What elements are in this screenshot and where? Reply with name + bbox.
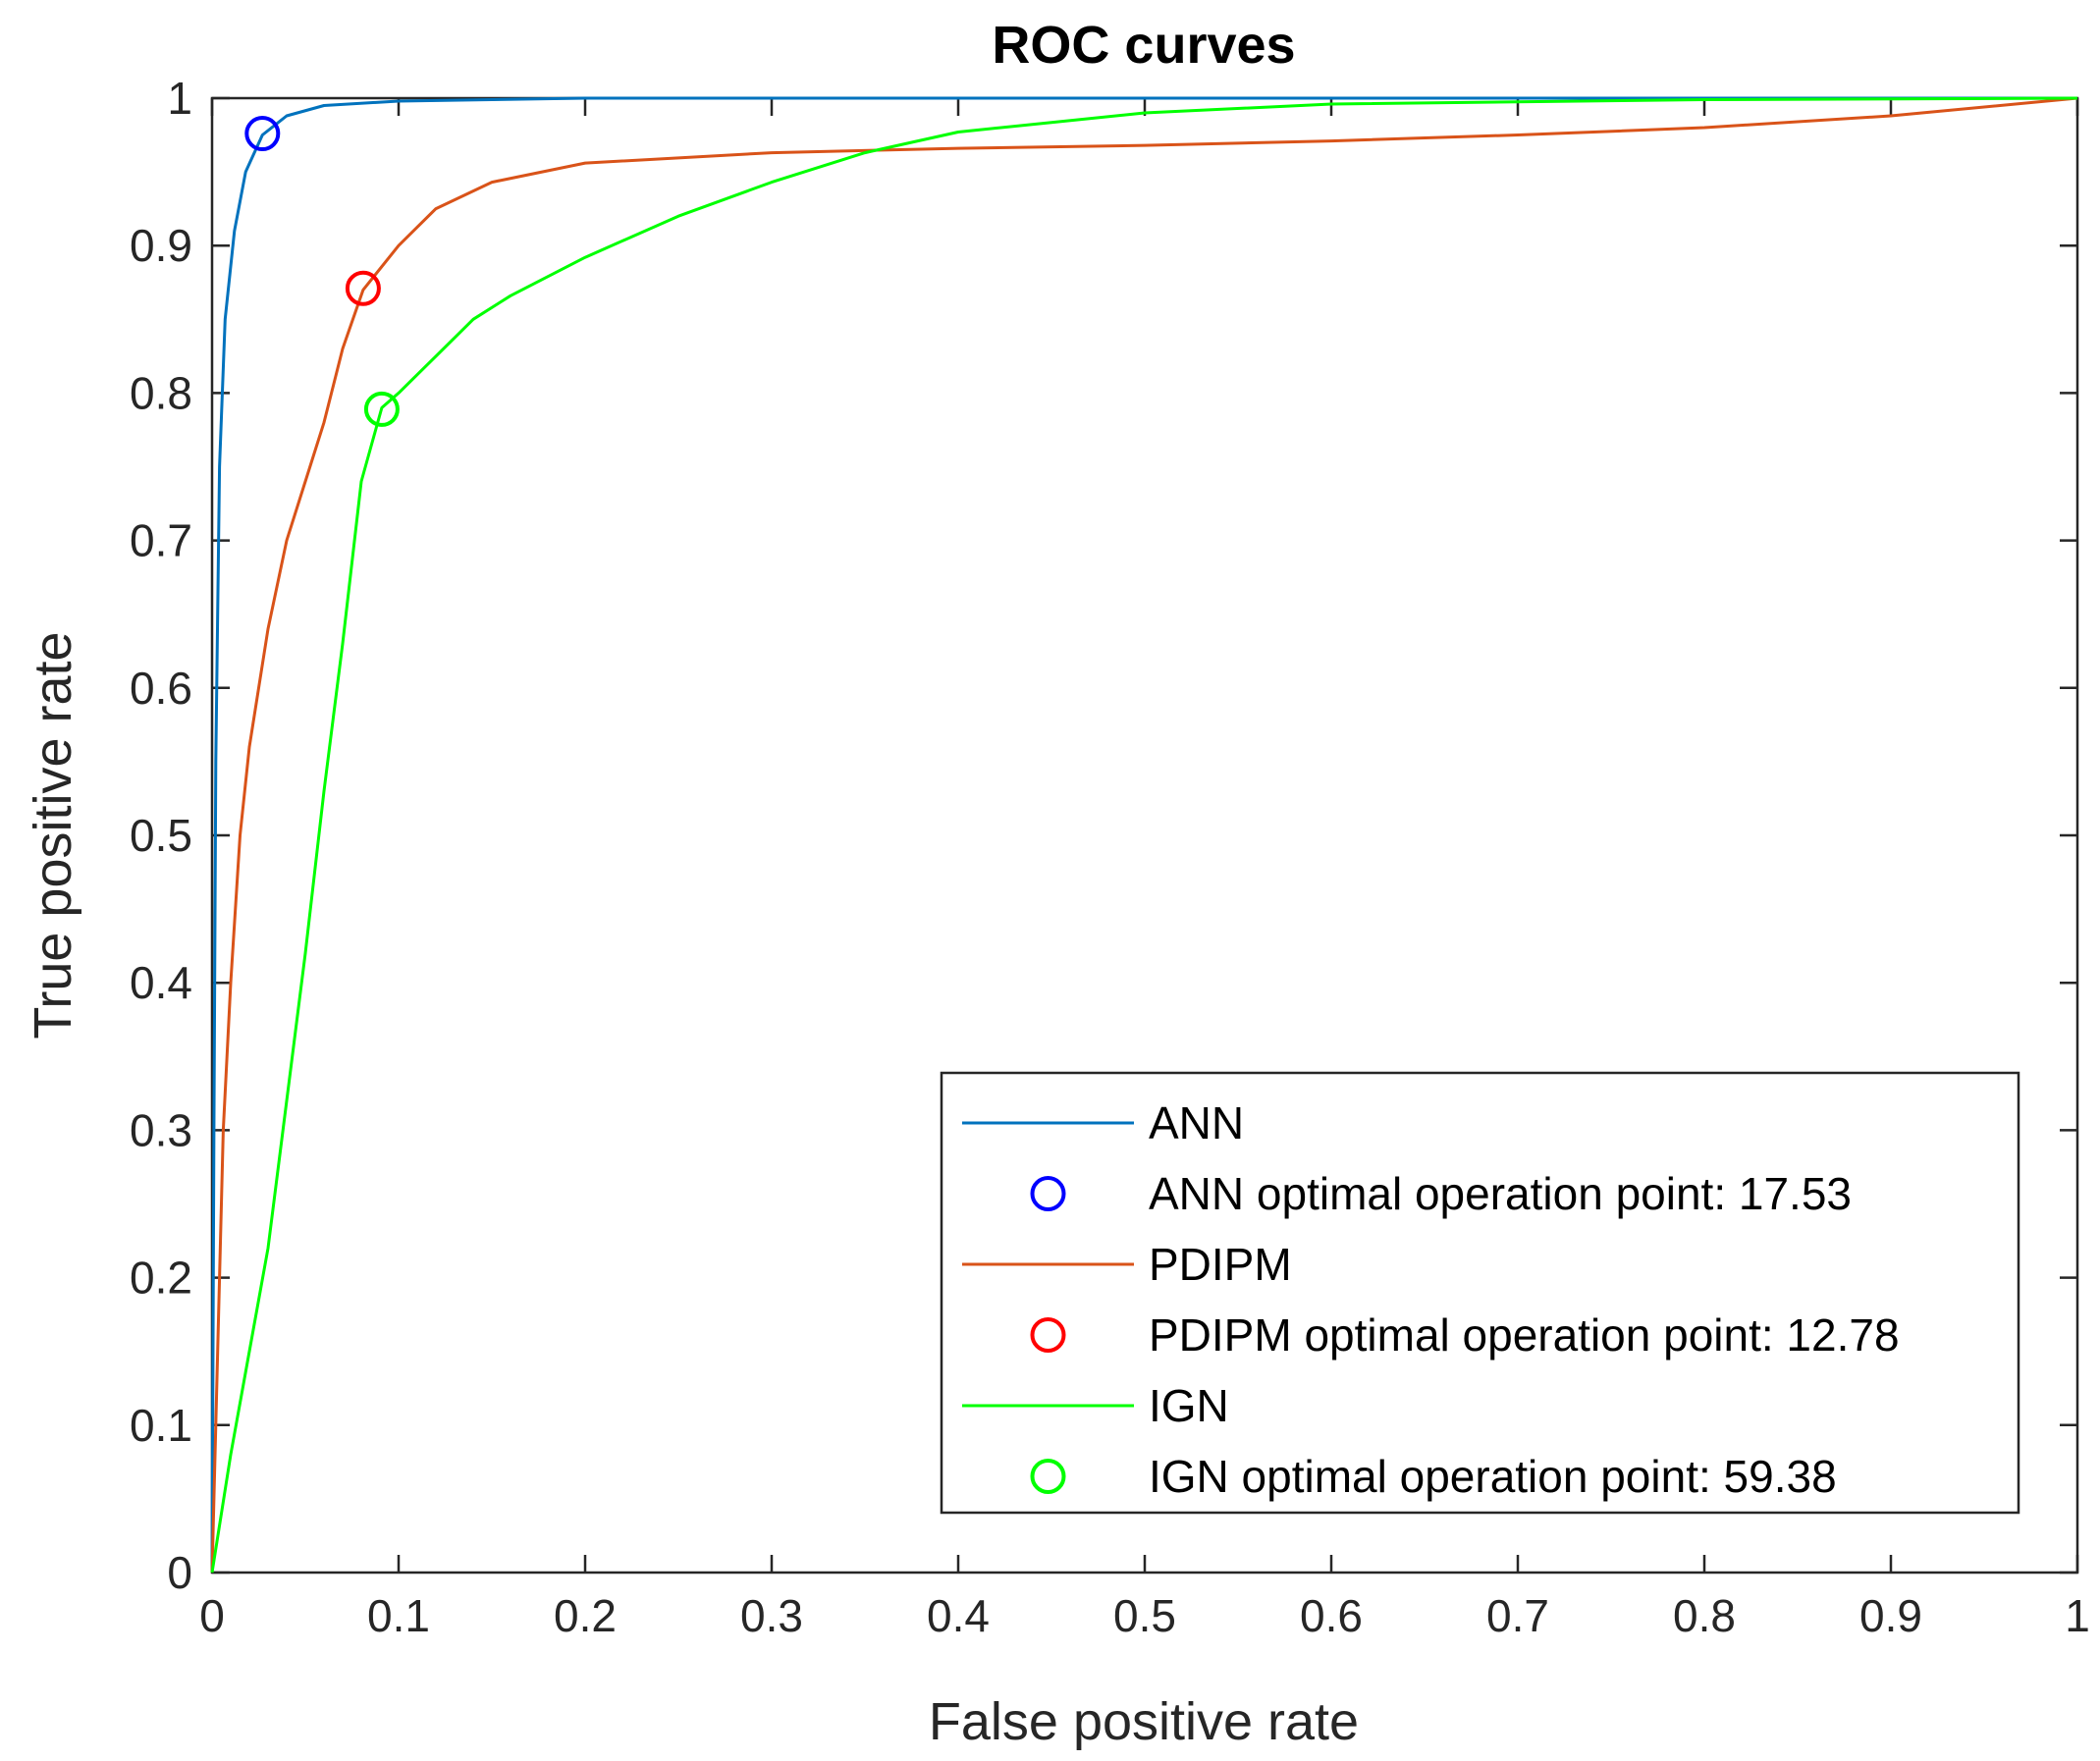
series-line-ign: [210, 96, 2078, 1574]
x-axis-title: False positive rate: [929, 1692, 1359, 1751]
y-tick-label: 0.4: [130, 957, 192, 1008]
legend-label: ANN: [1149, 1097, 1244, 1148]
x-tick-label: 0.6: [1300, 1590, 1363, 1641]
y-tick-label: 0.1: [130, 1400, 192, 1451]
y-tick-label: 0: [167, 1547, 192, 1598]
x-tick-label: 0.1: [367, 1590, 430, 1641]
y-axis-ticks: 0 0.1 0.2 0.3 0.4 0.5 0.6 0.7 0.8 0.9 1: [130, 73, 2077, 1598]
x-tick-label: 0.9: [1859, 1590, 1922, 1641]
legend-marker-swatch: [1030, 1317, 1066, 1353]
y-tick-label: 0.3: [130, 1104, 192, 1155]
chart-title: ROC curves: [992, 16, 1295, 75]
optimal-point-marker-3: [345, 270, 381, 306]
legend-label: IGN: [1149, 1380, 1229, 1431]
x-tick-label: 0.4: [927, 1590, 990, 1641]
x-tick-label: 0: [199, 1590, 225, 1641]
y-tick-label: 0.6: [130, 663, 192, 714]
legend-box: [940, 1071, 2020, 1515]
x-tick-label: 0.7: [1486, 1590, 1549, 1641]
legend-label: IGN optimal operation point: 59.38: [1149, 1451, 1837, 1502]
y-tick-label: 0.7: [130, 515, 192, 566]
x-axis-ticks: 0 0.1 0.2 0.3 0.4 0.5 0.6 0.7 0.8 0.9 1: [199, 98, 2090, 1641]
optimal-point-marker-5: [363, 391, 400, 427]
x-tick-label: 0.3: [740, 1590, 803, 1641]
x-tick-label: 0.2: [554, 1590, 617, 1641]
series-line-pdipm: [210, 96, 2078, 1574]
y-tick-label: 1: [167, 73, 192, 124]
y-tick-label: 0.9: [130, 220, 192, 271]
x-tick-label: 0.8: [1673, 1590, 1736, 1641]
y-axis-title: True positive rate: [24, 631, 82, 1039]
legend-label: PDIPM: [1149, 1239, 1292, 1290]
legend: ANN ANN optimal operation point: 17.53 PDI…: [940, 1071, 2020, 1515]
legend-label: PDIPM optimal operation point: 12.78: [1149, 1309, 1900, 1361]
legend-label: ANN optimal operation point: 17.53: [1149, 1168, 1852, 1219]
y-tick-label: 0.8: [130, 367, 192, 418]
x-tick-label: 1: [2065, 1590, 2090, 1641]
legend-marker-swatch: [1030, 1459, 1066, 1494]
series-line-ann: [210, 96, 2077, 1574]
optimal-point-marker-1: [244, 116, 281, 152]
y-tick-label: 0.5: [130, 810, 192, 861]
series-layer: [210, 96, 2078, 1574]
x-tick-label: 0.5: [1113, 1590, 1176, 1641]
y-tick-label: 0.2: [130, 1253, 192, 1304]
legend-marker-swatch: [1030, 1176, 1066, 1211]
